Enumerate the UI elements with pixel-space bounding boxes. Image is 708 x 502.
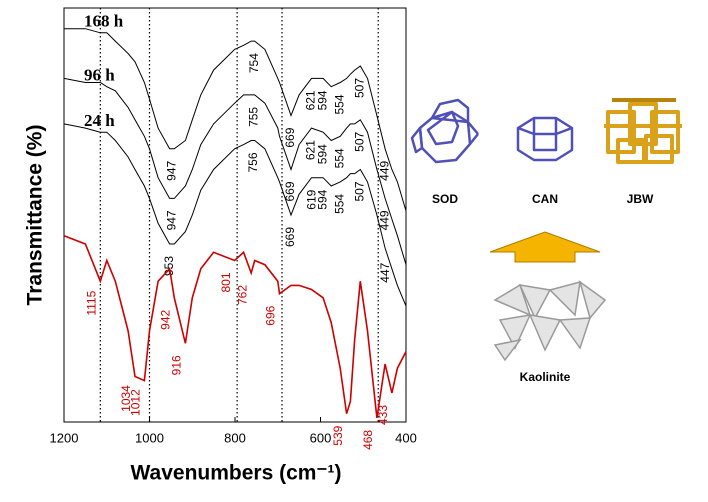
x-tick-label: 600 [310,430,332,445]
peak-label: 1012 [129,389,143,416]
sod-structure [410,98,479,164]
peak-label: 507 [352,181,366,201]
peak-label: 1034 [119,385,133,412]
peak-label: 953 [162,256,176,276]
peak-label: 554 [332,148,346,168]
peak-label: 539 [331,425,345,445]
peak-label: 669 [283,181,297,201]
peak-label: 507 [352,78,366,98]
spectrum-line [63,234,407,419]
peak-label: 621 [304,140,318,160]
peak-label: 942 [158,309,172,329]
peak-label: 449 [377,160,391,180]
peak-label: 696 [264,305,278,325]
peak-label: 916 [170,355,184,375]
peak-label: 621 [304,90,318,110]
peak-label: 756 [246,152,260,172]
peak-label: 594 [315,189,329,209]
peak-label: 554 [332,194,346,214]
peak-label: 762 [235,285,249,305]
peak-label: 619 [305,189,319,209]
series-label: 24 h [84,111,115,130]
peak-label: 594 [315,144,329,164]
peak-label: 669 [283,127,297,147]
series-label: 96 h [84,65,115,84]
peak-label: 801 [219,272,233,292]
can-structure [516,116,574,162]
peak-label: 433 [376,405,390,425]
structure-label: CAN [532,192,558,206]
peak-label: 1115 [84,290,98,315]
structure-label: SOD [432,192,458,206]
spectrum-line [63,77,407,265]
peak-label: 449 [377,210,391,230]
jbw-structure [604,98,682,164]
peak-label: 947 [164,210,178,230]
arrow [489,231,601,263]
peak-label: 754 [247,53,261,73]
kaolinite-structure [493,280,607,362]
x-tick-label: 400 [395,430,417,445]
precursor-label: Kaolinite [520,370,571,384]
peak-label: 669 [283,227,297,247]
peak-label: 468 [361,430,375,450]
peak-label: 554 [332,94,346,114]
x-tick-label: 1200 [50,430,79,445]
peak-label: 447 [378,262,392,282]
x-tick-label: 1000 [135,430,164,445]
spectrum-line [64,28,407,212]
y-axis-label: Transmittance (%) [24,125,47,306]
x-tick-label: 800 [224,430,246,445]
peak-label: 594 [315,90,329,110]
peak-label: 755 [246,107,260,127]
spectrum-line [63,123,407,307]
peak-label: 947 [164,160,178,180]
x-axis-label: Wavenumbers (cm⁻¹) [130,462,341,485]
peak-label: 507 [352,131,366,151]
structure-label: JBW [627,192,654,206]
series-label: 168 h [84,12,124,31]
